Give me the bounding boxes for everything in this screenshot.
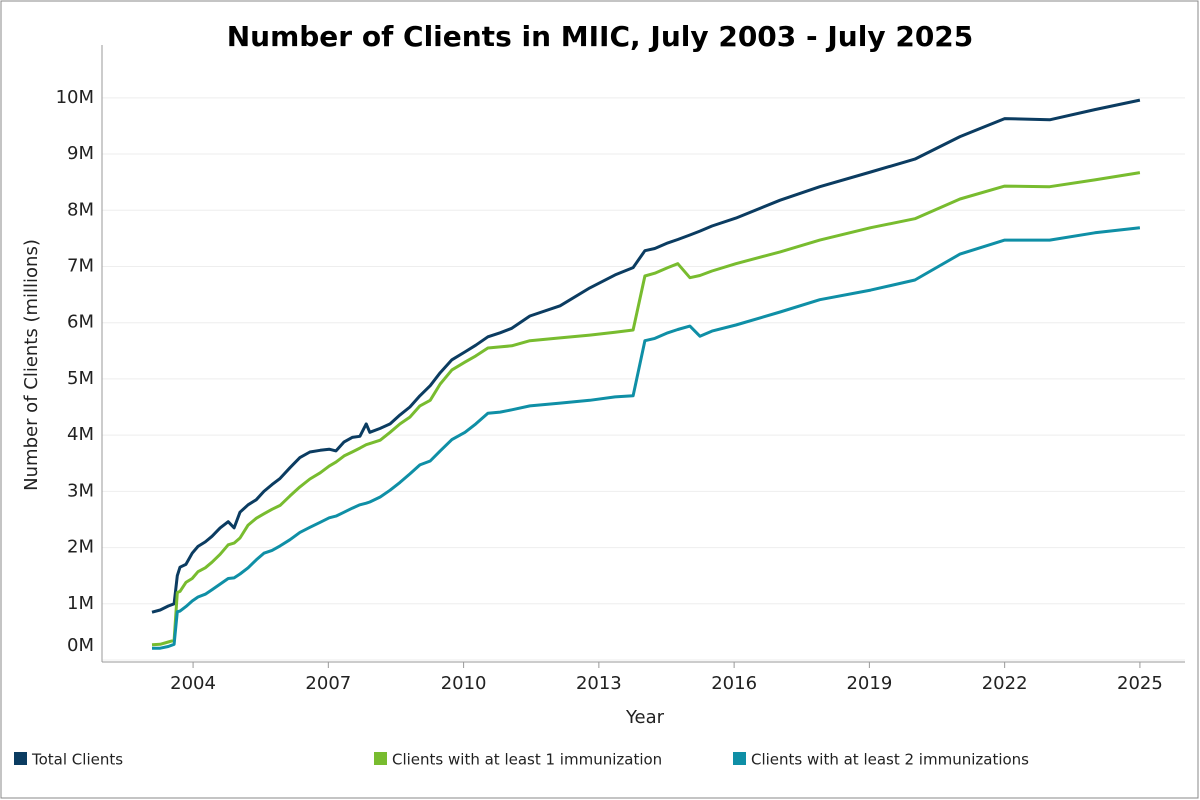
x-tick-label: 2010 [441, 673, 487, 694]
y-tick-label: 4M [67, 424, 94, 445]
series-line [151, 171, 1141, 647]
y-tick-label: 0M [67, 635, 94, 656]
legend-label: Clients with at least 1 immunization [392, 751, 662, 769]
y-tick-label: 6M [67, 312, 94, 333]
x-tick-label: 2022 [982, 673, 1028, 694]
x-tick-label: 2016 [711, 673, 757, 694]
y-tick-label: 7M [67, 255, 94, 276]
y-tick-label: 1M [67, 593, 94, 614]
x-axis-label: Year [625, 707, 665, 728]
x-tick-label: 2013 [576, 673, 622, 694]
x-tick-label: 2007 [305, 673, 351, 694]
legend-swatch [733, 752, 746, 765]
y-tick-label: 3M [67, 480, 94, 501]
y-tick-label: 10M [56, 87, 94, 108]
x-tick-label: 2019 [846, 673, 892, 694]
series-line [152, 226, 1141, 650]
y-tick-label: 9M [67, 143, 94, 164]
y-tick-label: 2M [67, 537, 94, 558]
legend-swatch [374, 752, 387, 765]
x-tick-label: 2004 [170, 673, 216, 694]
y-axis-label: Number of Clients (millions) [21, 239, 42, 491]
chart-title: Number of Clients in MIIC, July 2003 - J… [227, 20, 974, 53]
legend-swatch [14, 752, 27, 765]
series-line [151, 98, 1141, 614]
y-tick-label: 5M [67, 368, 94, 389]
x-tick-label: 2025 [1117, 673, 1163, 694]
legend-label: Clients with at least 2 immunizations [751, 751, 1029, 769]
y-tick-label: 8M [67, 199, 94, 220]
legend-label: Total Clients [31, 751, 123, 769]
